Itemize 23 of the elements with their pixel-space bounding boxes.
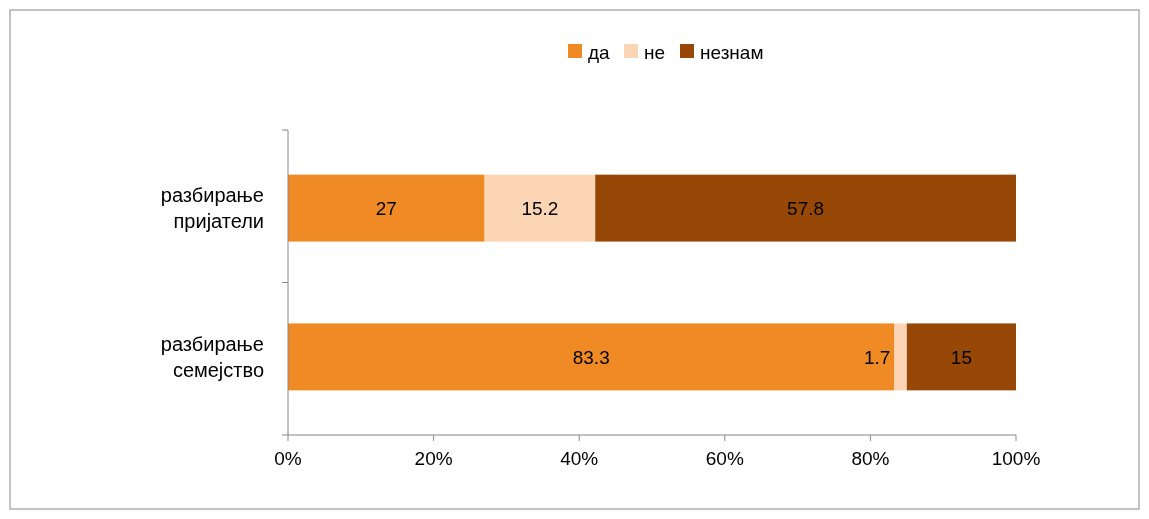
y-tick-label: разбирање семејство	[160, 332, 264, 381]
data-label: 1.7	[864, 346, 891, 368]
x-tick-label: 0%	[274, 448, 302, 469]
legend-label: не	[644, 41, 666, 63]
bar	[894, 323, 907, 391]
data-label: 83.3	[572, 346, 610, 368]
legend-label: незнам	[700, 41, 764, 63]
bar	[484, 174, 596, 242]
x-tick-label: 100%	[991, 448, 1041, 469]
data-label: 15	[950, 346, 972, 368]
x-tick-label: 80%	[851, 448, 890, 469]
data-label: 57.8	[787, 197, 825, 219]
bar	[288, 174, 485, 242]
bar	[595, 174, 1016, 242]
data-label: 15.2	[521, 197, 559, 219]
data-label: 27	[375, 197, 397, 219]
bar	[288, 323, 895, 391]
legend-label: да	[588, 41, 611, 63]
x-tick-label: 40%	[560, 448, 599, 469]
bar	[906, 323, 1016, 391]
x-tick-label: 60%	[705, 448, 744, 469]
y-tick-label: разбирање пријатели	[160, 184, 264, 233]
x-tick-label: 20%	[414, 448, 453, 469]
